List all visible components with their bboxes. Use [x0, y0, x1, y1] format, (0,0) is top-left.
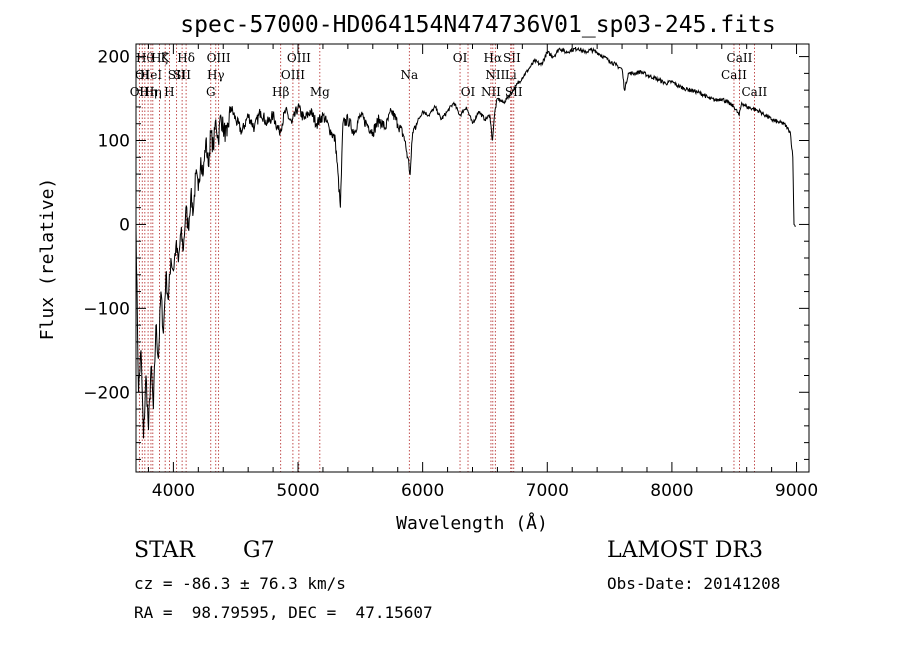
spectral-line-label: Hγ	[207, 68, 225, 82]
spectral-line-label: HeI	[140, 68, 163, 82]
y-tick-label: 200	[98, 48, 130, 68]
x-tick-label: 4000	[152, 481, 195, 501]
spectral-line-label: Hη	[139, 85, 157, 99]
obs-date-label: Obs-Date: 20141208	[607, 574, 781, 593]
spectral-line-label: G	[206, 85, 216, 99]
spectral-line-label: CaII	[727, 51, 753, 65]
spectral-line-label: SII	[168, 68, 186, 82]
object-type-label: STAR	[134, 538, 195, 563]
y-tick-label: 100	[98, 132, 130, 152]
spectral-line-label: H	[164, 85, 174, 99]
spectral-line-label: OI	[461, 85, 476, 99]
coordinates-label: RA = 98.79595, DEC = 47.15607	[134, 603, 433, 622]
redshift-label: cz = -86.3 ± 76.3 km/s	[134, 574, 346, 593]
spectrum-line	[135, 46, 796, 439]
x-tick-label: 5000	[276, 481, 319, 501]
x-tick-label: 7000	[526, 481, 569, 501]
spectral-line-label: OI	[453, 51, 468, 65]
subclass-label: G7	[243, 538, 275, 563]
y-tick-label: −200	[83, 383, 130, 403]
spectral-line-label: CaII	[741, 85, 767, 99]
spectral-line-label: Mg	[310, 85, 330, 99]
spectral-line-label: Hζ	[151, 51, 168, 65]
spectral-line-label: CaII	[721, 68, 747, 82]
spectral-line-label: Hη	[144, 85, 162, 99]
spectral-line-label: Hα	[484, 51, 503, 65]
x-tick-label: 9000	[775, 481, 818, 501]
x-axis-label: Wavelength (Å)	[396, 512, 548, 534]
chart-title: spec-57000-HD064154N474736V01_sp03-245.f…	[180, 12, 775, 38]
spectral-line-label: OII	[130, 85, 150, 99]
spectral-lines-layer: OII OI Hθ Hη HeI Hη HζK H SII Hδ SII G Hγ OIII Hβ OIII O…	[130, 44, 768, 472]
spectral-line-label: OI	[135, 68, 150, 82]
x-tick-label: 8000	[650, 481, 693, 501]
plot-frame	[135, 43, 810, 473]
spectral-line-label: NII	[481, 85, 501, 99]
y-tick-label: 0	[119, 215, 130, 235]
spectral-line-label: OIII	[287, 51, 311, 65]
survey-label: LAMOST DR3	[607, 538, 763, 563]
spectral-line-label: SII	[503, 51, 521, 65]
y-tick-label: −100	[83, 299, 130, 319]
axis-ticks: 4000 5000 6000 7000 8000 9000 −200 −100 0 100 200	[83, 44, 818, 501]
spectral-line-label: Li	[505, 68, 517, 82]
spectral-line-label: Hδ	[177, 51, 195, 65]
spectral-line-label: Hθ	[136, 51, 154, 65]
spectral-line-label: Hβ	[272, 85, 289, 99]
x-tick-label: 6000	[401, 481, 444, 501]
y-axis-label: Flux (relative)	[37, 178, 58, 341]
spectral-line-label: Na	[400, 68, 418, 82]
spectral-line-label: NII	[485, 68, 505, 82]
spectral-line-label: OIII	[281, 68, 305, 82]
spectral-line-label: SII	[173, 68, 191, 82]
spectral-line-label: OIII	[207, 51, 231, 65]
spectral-line-label: K	[161, 51, 171, 65]
